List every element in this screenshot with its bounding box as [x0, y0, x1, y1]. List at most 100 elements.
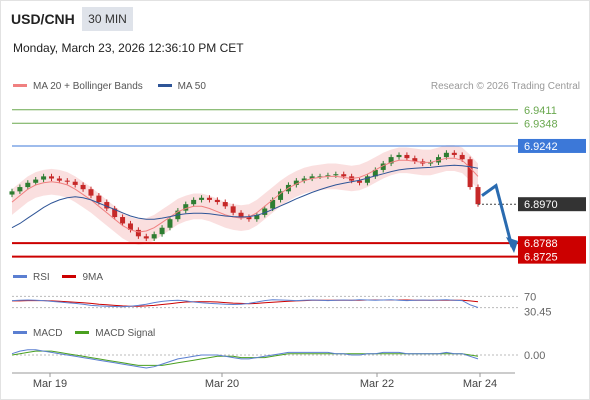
level-tag-support — [518, 236, 586, 251]
candle-body — [246, 217, 252, 220]
candle-body — [143, 236, 149, 239]
candle-body — [80, 184, 86, 190]
x-tick-label: Mar 22 — [360, 378, 394, 390]
candle-body — [41, 176, 47, 180]
symbol-title: USD/CNH — [11, 11, 75, 27]
level-label: 6.8725 — [524, 252, 558, 264]
forecast-arrow — [481, 183, 514, 248]
level-label: 6.8788 — [524, 238, 558, 250]
candle-body — [167, 219, 173, 228]
candle-body — [238, 212, 244, 218]
last-price-tag — [518, 197, 586, 212]
x-tick-label: Mar 20 — [205, 378, 239, 390]
ma50-line — [11, 164, 479, 229]
candle-body — [333, 174, 339, 176]
candle-body — [262, 208, 268, 215]
candle-body — [357, 180, 363, 183]
level-label: 6.9411 — [524, 105, 557, 117]
candle-body — [9, 191, 15, 195]
candle-body — [467, 159, 473, 188]
last-price-label: 6.8970 — [524, 199, 558, 211]
candle-body — [183, 204, 189, 211]
candle-body — [72, 181, 78, 185]
candle-body — [475, 187, 481, 205]
rsi-swatch-icon — [13, 274, 27, 278]
ma20-swatch-icon — [13, 83, 27, 87]
macd-line — [11, 349, 479, 369]
candle-body — [396, 154, 402, 158]
rsi-ma9-swatch-icon — [62, 274, 77, 278]
candle-body — [151, 234, 157, 239]
legend-item-ma20: MA 20 + Bollinger Bands — [13, 81, 146, 92]
candle-body — [56, 178, 62, 181]
source-credit: Research © 2026 Trading Central — [430, 81, 580, 92]
candle-body — [372, 169, 378, 177]
candle-body — [317, 176, 323, 178]
level-tag-support — [518, 249, 586, 264]
timeframe-badge[interactable]: 30 MIN — [82, 7, 133, 31]
candle-body — [364, 176, 370, 183]
level-label: 6.9242 — [524, 141, 558, 153]
candle-body — [309, 176, 315, 179]
candle-body — [341, 174, 347, 177]
rsi-value-label: 30.45 — [524, 306, 552, 318]
candle-body — [459, 154, 465, 160]
candle-body — [222, 202, 228, 207]
chart-datetime: Monday, March 23, 2026 12:36:10 PM CET — [13, 41, 244, 55]
candle-body — [404, 154, 410, 159]
macd-zero-label: 0.00 — [524, 350, 545, 362]
legend-item-rsi-ma9: 9MA — [62, 272, 103, 283]
x-tick-label: Mar 24 — [463, 378, 497, 390]
legend-item-ma50: MA 50 — [157, 81, 206, 92]
legend-item-macd-signal: MACD Signal — [75, 328, 155, 339]
candle-body — [48, 176, 54, 179]
bollinger-band-area — [12, 145, 478, 245]
candle-body — [428, 162, 434, 164]
forecast-arrowhead-icon — [506, 237, 518, 254]
candle-body — [230, 206, 236, 213]
candle-body — [325, 175, 331, 177]
candle-body — [135, 229, 141, 237]
legend-item-macd: MACD — [13, 328, 65, 339]
candle-body — [436, 157, 442, 163]
rsi-level-label: 70 — [524, 291, 536, 303]
candle-body — [25, 182, 31, 188]
macd-signal-swatch-icon — [75, 330, 90, 334]
main-legend: MA 20 + Bollinger Bands MA 50 — [13, 81, 206, 92]
level-label: 6.9348 — [524, 118, 558, 130]
candle-body — [88, 189, 94, 196]
macd-legend: MACD MACD Signal — [13, 328, 155, 339]
candle-body — [278, 191, 284, 200]
candle-body — [412, 158, 418, 162]
macd-signal-line — [11, 350, 479, 366]
ma50-swatch-icon — [157, 83, 172, 87]
candle-body — [206, 197, 212, 200]
macd-swatch-icon — [13, 330, 27, 334]
rsi-line — [11, 299, 479, 308]
candle-body — [451, 152, 457, 155]
level-tag-pivot — [518, 138, 586, 153]
candle-body — [380, 163, 386, 170]
candle-body — [159, 227, 165, 235]
candle-body — [127, 223, 133, 230]
candle-body — [199, 197, 205, 200]
candle-body — [270, 199, 276, 209]
candle-body — [388, 157, 394, 164]
x-tick-label: Mar 19 — [33, 378, 67, 390]
candle-body — [96, 195, 102, 203]
ma20-line — [11, 157, 479, 233]
candle-body — [17, 187, 23, 192]
candle-body — [112, 208, 118, 218]
candle-body — [214, 199, 220, 203]
candle-body — [293, 180, 299, 185]
candle-body — [301, 178, 307, 181]
candle-body — [254, 214, 260, 220]
candle-body — [64, 180, 70, 182]
rsi-legend: RSI 9MA — [13, 272, 103, 283]
candle-body — [191, 199, 197, 205]
candle-body — [33, 179, 39, 183]
candle-body — [443, 152, 449, 158]
candle-body — [120, 217, 126, 224]
legend-item-rsi: RSI — [13, 272, 52, 283]
